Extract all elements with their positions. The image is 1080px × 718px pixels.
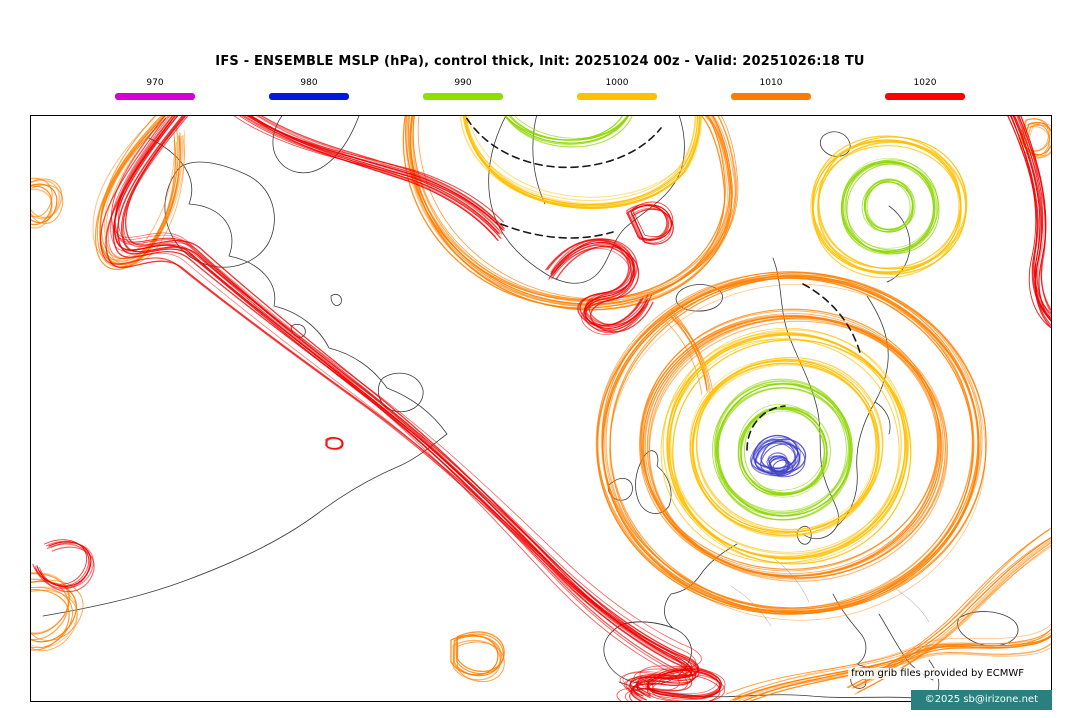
legend-label: 1020 bbox=[913, 78, 937, 88]
contours-control bbox=[464, 116, 862, 451]
legend-color-bar bbox=[731, 93, 811, 100]
map-canvas bbox=[31, 116, 1051, 701]
legend-item-990: 990 bbox=[423, 78, 503, 100]
legend-color-bar bbox=[577, 93, 657, 100]
pressure-legend: 970 980 990 1000 1010 1020 bbox=[0, 78, 1080, 100]
credit-grib-source: from grib files provided by ECMWF bbox=[848, 668, 1027, 679]
legend-color-bar bbox=[115, 93, 195, 100]
legend-label: 1010 bbox=[759, 78, 783, 88]
contours-980 bbox=[750, 434, 807, 478]
spaghetti-map: from grib files provided by ECMWF ©2025 … bbox=[30, 115, 1052, 710]
credit-copyright: ©2025 sb@irizone.net bbox=[910, 690, 1052, 710]
legend-item-970: 970 bbox=[115, 78, 195, 100]
contour-bundles bbox=[31, 116, 1051, 701]
legend-label: 1000 bbox=[605, 78, 629, 88]
legend-item-1000: 1000 bbox=[577, 78, 657, 100]
legend-color-bar bbox=[885, 93, 965, 100]
legend-label: 980 bbox=[300, 78, 318, 88]
legend-color-bar bbox=[269, 93, 349, 100]
legend-item-1020: 1020 bbox=[885, 78, 965, 100]
coastlines bbox=[42, 116, 1019, 701]
legend-color-bar bbox=[423, 93, 503, 100]
legend-label: 970 bbox=[146, 78, 164, 88]
contours-990 bbox=[496, 116, 940, 521]
legend-item-1010: 1010 bbox=[731, 78, 811, 100]
legend-item-980: 980 bbox=[269, 78, 349, 100]
contours-1010 bbox=[31, 116, 1051, 701]
legend-label: 990 bbox=[454, 78, 472, 88]
contours-1000 bbox=[459, 116, 968, 565]
contours-1020 bbox=[32, 116, 1051, 701]
page-title: IFS - ENSEMBLE MSLP (hPa), control thick… bbox=[215, 54, 865, 69]
